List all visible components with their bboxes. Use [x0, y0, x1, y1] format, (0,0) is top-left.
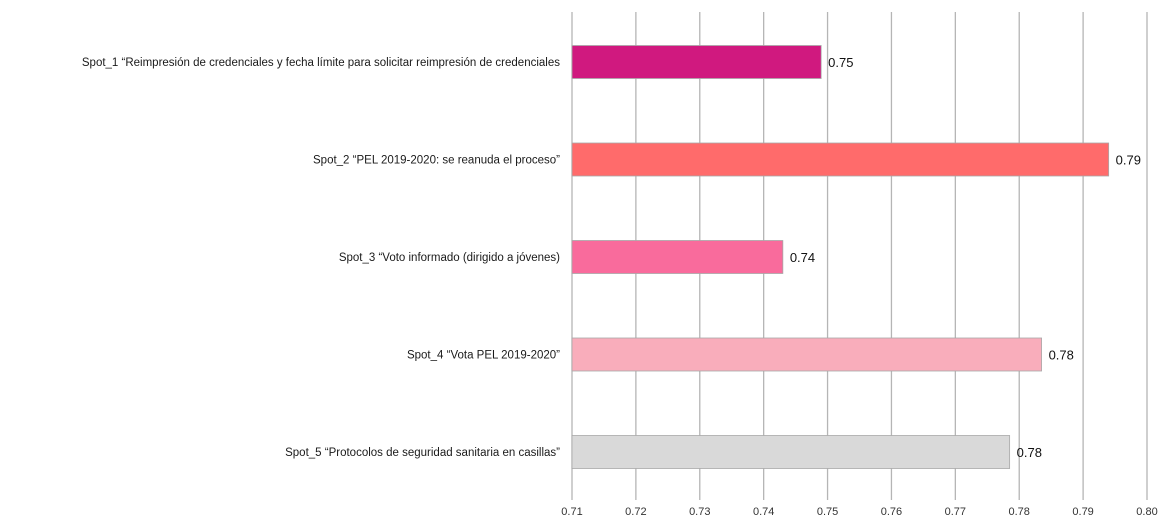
data-label: 0.74 [790, 250, 815, 265]
data-label: 0.75 [828, 55, 853, 70]
category-label: Spot_3 “Voto informado (dirigido a jóven… [339, 252, 560, 264]
category-label: Spot_2 “PEL 2019-2020: se reanuda el pro… [313, 155, 560, 167]
x-tick-label: 0.73 [689, 506, 710, 518]
category-label: Spot_5 “Protocolos de seguridad sanitari… [285, 447, 560, 459]
bar-spot-2 [571, 142, 1110, 177]
data-labels: 0.75 0.79 0.74 0.78 0.78 [790, 55, 1141, 460]
bar-spot-4 [571, 337, 1042, 372]
category-labels: Spot_1 “Reimpresión de credenciales y fe… [82, 57, 560, 459]
x-axis-tick-labels: 0.71 0.72 0.73 0.74 0.75 0.76 0.77 0.78 0.79 0.80 [561, 506, 1157, 518]
x-tick-label: 0.75 [817, 506, 838, 518]
bars [571, 45, 1110, 469]
x-tick-label: 0.79 [1072, 506, 1093, 518]
x-tick-label: 0.77 [945, 506, 966, 518]
x-tick-label: 0.71 [561, 506, 582, 518]
category-label: Spot_4 “Vota PEL 2019-2020” [407, 350, 560, 362]
bar-spot-3 [571, 240, 784, 274]
bar-spot-1 [571, 45, 822, 79]
x-tick-label: 0.80 [1136, 506, 1157, 518]
data-label: 0.79 [1116, 153, 1141, 168]
x-tick-label: 0.74 [753, 506, 774, 518]
x-tick-label: 0.78 [1009, 506, 1030, 518]
x-tick-label: 0.76 [881, 506, 902, 518]
x-tick-label: 0.72 [625, 506, 646, 518]
gridlines [571, 12, 1148, 500]
data-label: 0.78 [1049, 348, 1074, 363]
data-label: 0.78 [1017, 445, 1042, 460]
bar-spot-5 [571, 435, 1011, 469]
category-label: Spot_1 “Reimpresión de credenciales y fe… [82, 57, 560, 69]
